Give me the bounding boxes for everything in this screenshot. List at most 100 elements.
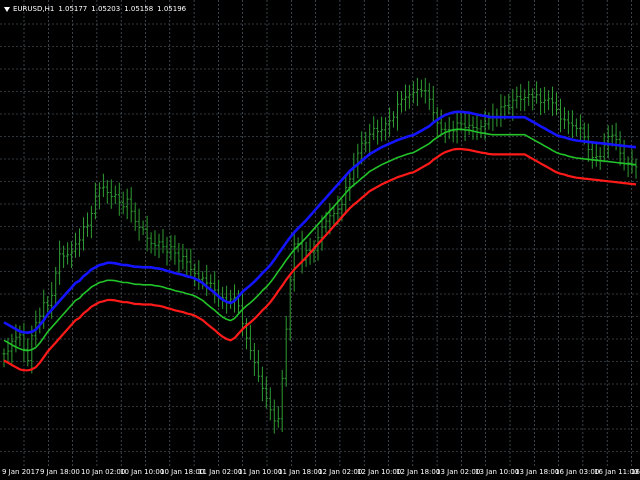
time-axis-label: 12 Jan 18:00 (396, 468, 441, 476)
price-bar (364, 131, 368, 153)
price-bar (566, 110, 570, 135)
grid-lines (0, 0, 640, 468)
time-axis: 9 Jan 2017 9 Jan 18:00 10 Jan 02:00 10 Jan … (0, 467, 640, 480)
price-bar (229, 289, 233, 309)
price-bar (555, 92, 558, 116)
price-bar (10, 333, 14, 364)
price-bar (193, 263, 197, 287)
price-bar (400, 91, 403, 113)
price-bar (284, 315, 288, 387)
price-bar (419, 79, 423, 98)
dropdown-triangle-icon[interactable] (4, 6, 10, 12)
price-bar (26, 338, 30, 367)
time-axis-label: 9 Jan 2017 (2, 468, 40, 476)
price-bar (121, 191, 125, 215)
price-bar (360, 131, 364, 165)
price-bar (304, 241, 308, 267)
price-bar (332, 206, 336, 225)
price-bar (256, 350, 260, 382)
price-bar (268, 387, 272, 421)
price-bar (626, 156, 630, 178)
price-bar (157, 233, 161, 258)
price-bar (376, 119, 380, 145)
price-bar (384, 117, 388, 141)
price-bar (280, 370, 284, 433)
time-axis-label: 10 Jan 18:00 (160, 468, 205, 476)
price-bar (161, 229, 165, 254)
price-bar (66, 242, 70, 265)
price-bar (598, 147, 602, 170)
price-bar (427, 82, 431, 110)
price-bar (113, 185, 117, 205)
price-bar (264, 376, 268, 409)
high-value: 1.05203 (91, 5, 121, 13)
price-bar (276, 406, 280, 428)
price-bar (82, 217, 85, 251)
price-bar (531, 88, 535, 111)
price-bar (50, 282, 54, 319)
price-bar (574, 118, 578, 136)
price-bar (455, 111, 459, 144)
price-bar (380, 116, 384, 142)
price-bar (467, 113, 471, 135)
price-bar (109, 179, 113, 209)
time-axis-label: 9 Jan 18:00 (40, 468, 80, 476)
price-bar (499, 94, 503, 127)
price-bar (407, 84, 411, 109)
price-bar (372, 116, 376, 140)
price-bar (6, 337, 10, 362)
price-bar (248, 324, 252, 360)
price-bar (563, 107, 566, 129)
price-bar (153, 230, 157, 256)
time-axis-label: 13 Jan 02:00 (436, 468, 481, 476)
price-bar (527, 81, 531, 106)
price-bar (2, 348, 6, 368)
price-bar (570, 110, 574, 138)
price-bar (451, 120, 455, 143)
time-axis-label: 10 Jan 10:00 (120, 468, 165, 476)
price-bar (101, 173, 105, 198)
price-bar (511, 88, 515, 121)
price-bar (97, 182, 101, 210)
time-axis-label: 12 Jan 02:00 (318, 468, 363, 476)
price-bar (479, 119, 483, 138)
symbol-label: EURUSD,H1 (13, 5, 55, 13)
price-bar (547, 90, 551, 111)
price-bar (233, 284, 236, 313)
price-bar (463, 113, 467, 141)
time-axis-label: 13 Jan 18:00 (515, 468, 560, 476)
price-bar (205, 265, 209, 296)
price-bar (630, 149, 634, 174)
price-bar (252, 343, 256, 376)
price-bar (181, 244, 185, 270)
price-bar (165, 236, 169, 266)
price-bar (523, 89, 527, 112)
price-bar (503, 95, 507, 120)
close-value: 1.05196 (157, 5, 187, 13)
price-bar (447, 116, 451, 139)
price-bar (22, 323, 26, 363)
price-bar (610, 124, 614, 147)
price-bar (487, 112, 491, 130)
price-bar (125, 188, 129, 220)
price-bar (312, 240, 316, 263)
price-bar (431, 86, 435, 123)
price-bar (507, 94, 511, 115)
price-bar (459, 112, 463, 132)
price-bar (117, 182, 121, 216)
price-bar (602, 133, 606, 163)
price-bar (404, 84, 407, 112)
price-bar (519, 84, 523, 112)
price-bar (86, 212, 89, 237)
price-bar (396, 91, 399, 131)
price-bar (423, 78, 427, 104)
price-bar (539, 88, 543, 116)
time-axis-label: 11 Jan 02:00 (198, 468, 243, 476)
price-bar (578, 114, 582, 142)
price-bar (320, 215, 324, 251)
price-bar (348, 171, 352, 201)
upper-band-line (3, 110, 637, 335)
price-bar (392, 111, 395, 128)
